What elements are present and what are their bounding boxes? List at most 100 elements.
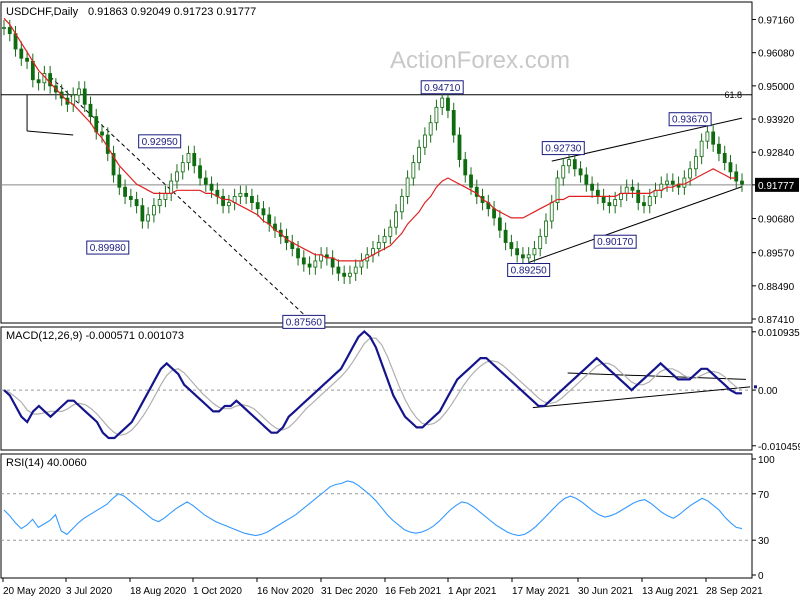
candle-body (446, 97, 450, 111)
candle-body (463, 159, 468, 176)
candle-body (82, 88, 87, 105)
candle-body (261, 208, 266, 216)
price-label-box (282, 314, 326, 329)
candle-body (2, 27, 6, 29)
candle-body (336, 266, 341, 274)
price-tick-label: 0.91777 (758, 181, 795, 192)
candle-body (36, 79, 41, 84)
macd-tick-label: -0.010459 (758, 442, 800, 453)
rsi-tick-label: 30 (758, 536, 770, 547)
x-tick-label: 1 Apr 2021 (448, 586, 497, 597)
candle-body (503, 229, 508, 243)
rsi-line (3, 480, 743, 537)
candle-body (394, 211, 398, 228)
candle-body (521, 254, 525, 259)
x-tick-label: 17 May 2021 (512, 586, 570, 597)
price-tick-label: 0.96080 (758, 49, 795, 60)
candle-body (19, 48, 24, 59)
candle-body (590, 183, 594, 191)
price-tick-label: 0.93920 (758, 115, 795, 126)
candle-body (140, 205, 145, 222)
candle-body (457, 134, 462, 160)
candle-body (595, 189, 600, 197)
rsi-tick-label: 0 (758, 571, 764, 582)
candle-body (175, 171, 179, 182)
x-tick-label: 16 Nov 2020 (257, 586, 314, 597)
candle-body (532, 248, 537, 256)
candle-body (238, 192, 243, 197)
price-label-box (507, 262, 551, 277)
candle-body (25, 57, 29, 62)
candle-body (492, 208, 496, 219)
price-tick-label: 0.97160 (758, 16, 795, 27)
candle-body (734, 171, 739, 182)
candle-body (152, 205, 156, 216)
price-tick-label: 0.90680 (758, 215, 795, 226)
candle-body (630, 186, 635, 191)
price-label-box (86, 240, 130, 255)
price-label: 0.92950 (142, 137, 179, 148)
macd-marker (754, 385, 757, 389)
price-label-box (541, 141, 585, 156)
candle-body (422, 134, 427, 148)
candle-body (624, 186, 629, 194)
price-label: 0.89250 (511, 265, 548, 276)
candle-body (128, 196, 133, 200)
price-label: 0.89980 (90, 243, 127, 254)
candle-body (209, 183, 214, 191)
candle-body (607, 202, 612, 207)
candle-body (567, 159, 571, 167)
price-tick-label: 0.92840 (758, 148, 795, 159)
candle-body (169, 180, 174, 194)
candle-body (359, 260, 364, 268)
candle-body (451, 110, 456, 136)
candle-body (180, 162, 185, 173)
candle-body (399, 196, 404, 213)
x-tick-label: 3 Jul 2020 (66, 586, 113, 597)
candle-body (301, 257, 306, 265)
price-label-box (420, 80, 464, 95)
x-tick-label: 13 Aug 2021 (642, 586, 699, 597)
candles-layer (2, 19, 744, 284)
candle-body (382, 235, 387, 243)
candle-body (88, 103, 93, 117)
candle-body (440, 97, 445, 108)
watermark: ActionForex.com (390, 47, 570, 74)
axis-layer: 0.97160 0.96080 0.95000 0.93920 0.92840 0.917… (2, 16, 800, 597)
candle-body (411, 162, 416, 179)
series-layer (3, 17, 743, 537)
candle-body (578, 168, 583, 176)
candle-body (307, 263, 312, 268)
x-tick-label: 30 Jun 2021 (578, 586, 633, 597)
candle-body (555, 177, 560, 203)
candle-body (722, 153, 727, 164)
price-label: 0.92730 (545, 144, 582, 155)
candle-body (255, 202, 260, 210)
candle-body (48, 73, 53, 87)
candle-body (100, 131, 104, 136)
candle-body (428, 122, 433, 136)
candle-body (688, 168, 693, 179)
price-tick-label: 0.88490 (758, 282, 795, 293)
candle-body (186, 153, 191, 164)
candle-body (244, 192, 249, 197)
downtrend-line (49, 76, 305, 315)
candle-body (642, 202, 646, 207)
candle-body (146, 214, 151, 222)
candle-body (497, 217, 502, 231)
candle-body (7, 27, 12, 35)
candle-body (313, 260, 318, 268)
candle-body (699, 140, 704, 157)
candle-body (434, 106, 439, 124)
candle-body (71, 94, 76, 105)
candle-body (417, 146, 422, 164)
candle-body (267, 214, 272, 225)
candle-body (705, 131, 710, 142)
price-label-box (668, 112, 712, 127)
macd-support-line (532, 386, 751, 409)
candle-body (613, 199, 618, 207)
price-title: USDCHF,Daily (6, 6, 79, 18)
candle-body (549, 202, 554, 222)
candle-body (157, 199, 162, 207)
macd-signal-line (3, 337, 743, 436)
